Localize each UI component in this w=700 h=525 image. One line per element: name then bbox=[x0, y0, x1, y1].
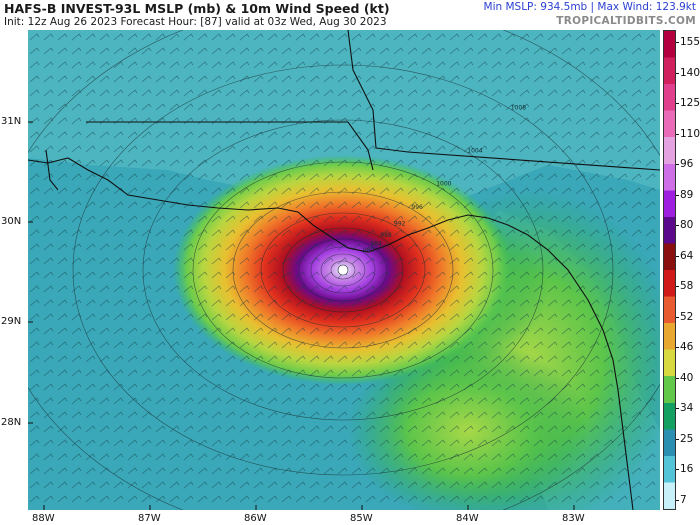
map-header: HAFS-B INVEST-93L MSLP (mb) & 10m Wind S… bbox=[0, 0, 700, 30]
lat-label-29n: 29N bbox=[1, 316, 22, 327]
isobar-label: 1000 bbox=[436, 180, 451, 187]
colorbar-tick bbox=[676, 469, 679, 471]
colorbar-tick-label: 125 bbox=[680, 97, 700, 110]
colorbar-tick-label: 16 bbox=[680, 463, 694, 476]
storm-stats: Min MSLP: 934.5mb | Max Wind: 123.9kt bbox=[483, 1, 696, 13]
lon-label-88w: 88W bbox=[32, 513, 55, 524]
isobar-label: 980 bbox=[363, 247, 375, 254]
wind-speed-colorbar bbox=[663, 30, 676, 510]
colorbar-tick bbox=[676, 500, 679, 501]
colorbar-tick-label: 155 bbox=[680, 36, 700, 48]
site-credit: TROPICALTIDBITS.COM bbox=[556, 15, 696, 27]
colorbar-tick bbox=[676, 286, 679, 288]
colorbar-tick-label: 96 bbox=[680, 158, 694, 171]
colorbar-tick bbox=[676, 164, 679, 166]
colorbar-tick bbox=[676, 438, 679, 440]
colorbar-tick bbox=[676, 72, 679, 74]
colorbar-tick bbox=[676, 194, 679, 196]
colorbar-tick-label: 80 bbox=[680, 219, 694, 232]
colorbar-tick-label: 7 bbox=[680, 494, 687, 506]
forecast-info: Init: 12z Aug 26 2023 Forecast Hour: [87… bbox=[4, 16, 387, 28]
colorbar-tick bbox=[676, 408, 679, 410]
colorbar-tick-label: 52 bbox=[680, 310, 694, 323]
storm-eye bbox=[337, 264, 349, 276]
colorbar-tick bbox=[676, 42, 679, 43]
colorbar-tick-label: 46 bbox=[680, 341, 694, 354]
colorbar-tick bbox=[676, 225, 679, 227]
isobar-label: 984 bbox=[370, 241, 382, 248]
lat-label-31n: 31N bbox=[1, 116, 22, 127]
colorbar-tick-label: 110 bbox=[680, 127, 700, 140]
isobar-label: 1008 bbox=[511, 104, 526, 111]
lon-label-85w: 85W bbox=[350, 513, 373, 524]
borders bbox=[28, 30, 660, 510]
colorbar-tick bbox=[676, 377, 679, 379]
colorbar-tick bbox=[676, 255, 679, 257]
colorbar-tick bbox=[676, 347, 679, 349]
lat-label-28n: 28N bbox=[1, 417, 22, 428]
colorbar-tick bbox=[676, 316, 679, 318]
isobar-label: 988 bbox=[380, 232, 392, 239]
map-title: HAFS-B INVEST-93L MSLP (mb) & 10m Wind S… bbox=[4, 1, 390, 16]
forecast-map: 1008 1004 1000 996 992 988 984 980 bbox=[28, 30, 660, 510]
colorbar-tick-label: 140 bbox=[680, 66, 700, 79]
colorbar-tick-label: 64 bbox=[680, 249, 694, 262]
lat-label-30n: 30N bbox=[1, 216, 22, 227]
colorbar-tick-label: 89 bbox=[680, 188, 694, 201]
lon-label-83w: 83W bbox=[562, 513, 585, 524]
colorbar-tick bbox=[676, 103, 679, 105]
isobar-label: 1004 bbox=[467, 148, 482, 155]
lon-label-87w: 87W bbox=[138, 513, 161, 524]
colorbar-tick-label: 40 bbox=[680, 371, 694, 384]
isobar-label: 992 bbox=[394, 220, 406, 227]
isobar-label: 996 bbox=[411, 204, 423, 211]
colorbar-tick-label: 58 bbox=[680, 280, 694, 293]
lon-label-84w: 84W bbox=[456, 513, 479, 524]
lon-label-86w: 86W bbox=[244, 513, 267, 524]
colorbar-tick-label: 34 bbox=[680, 402, 694, 415]
colorbar-tick-label: 25 bbox=[680, 432, 694, 445]
colorbar-tick bbox=[676, 133, 679, 135]
